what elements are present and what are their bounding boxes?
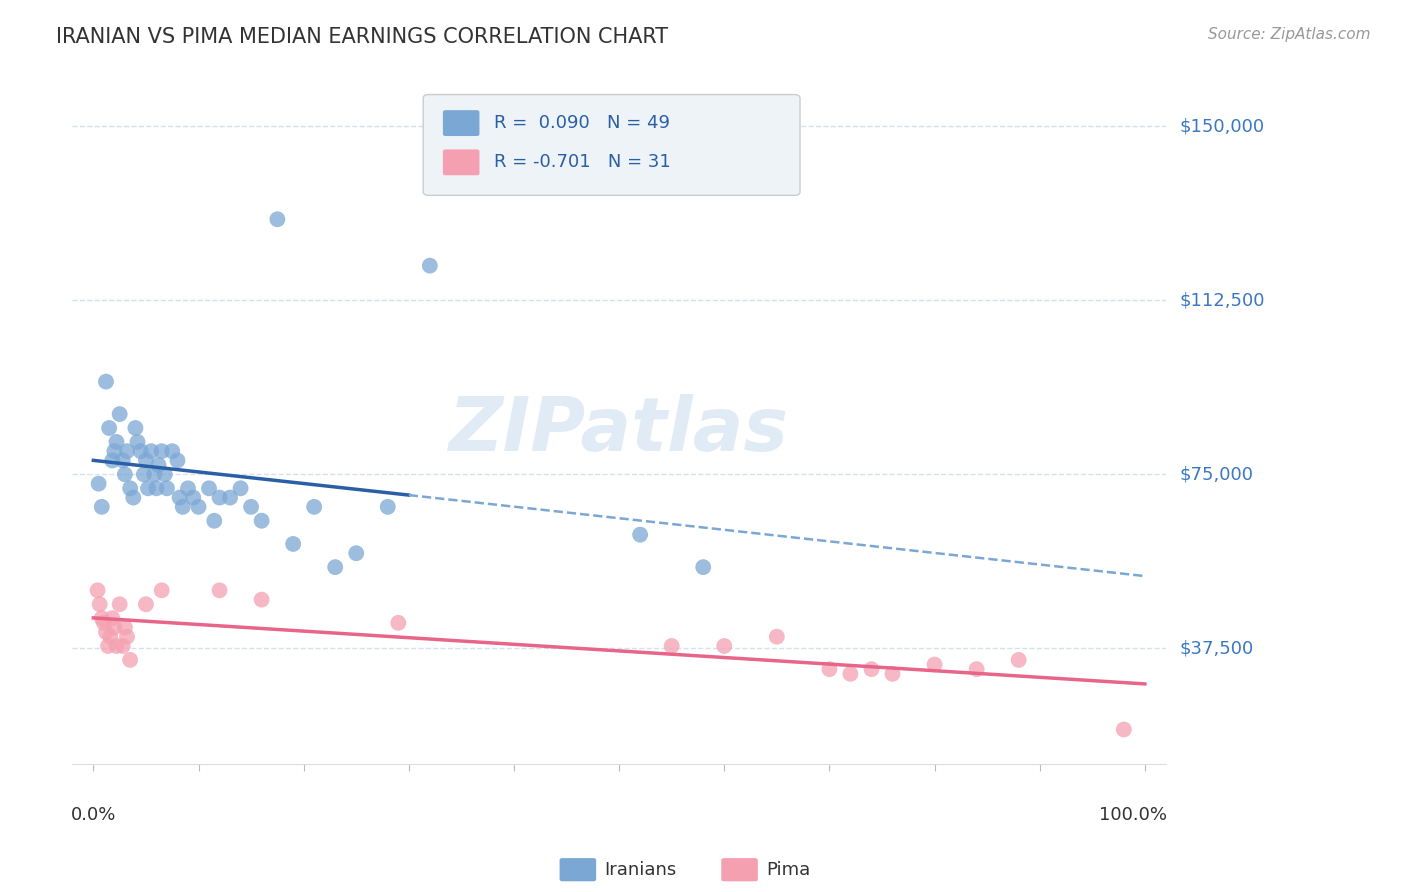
Point	[302, 500, 325, 514]
Text: Pima: Pima	[766, 861, 810, 879]
Point	[135, 597, 157, 611]
Point	[860, 662, 883, 676]
Point	[93, 615, 115, 630]
Text: $150,000: $150,000	[1180, 118, 1264, 136]
Text: 100.0%: 100.0%	[1099, 806, 1167, 824]
Point	[160, 444, 183, 458]
Point	[124, 421, 146, 435]
Point	[153, 467, 176, 482]
Point	[661, 639, 683, 653]
Point	[150, 444, 173, 458]
Point	[122, 491, 145, 505]
Point	[86, 583, 108, 598]
Point	[177, 481, 200, 495]
Point	[111, 639, 134, 653]
Point	[111, 453, 134, 467]
Text: R =  0.090   N = 49: R = 0.090 N = 49	[494, 114, 669, 132]
Point	[172, 500, 194, 514]
Point	[281, 537, 304, 551]
Point	[108, 597, 131, 611]
Text: $75,000: $75,000	[1180, 466, 1253, 483]
Point	[766, 630, 789, 644]
Point	[115, 630, 138, 644]
Point	[156, 481, 179, 495]
Point	[141, 444, 163, 458]
Point	[105, 639, 128, 653]
Point	[628, 527, 651, 541]
Point	[115, 444, 138, 458]
Point	[150, 583, 173, 598]
Point	[839, 666, 862, 681]
Point	[266, 212, 288, 227]
Point	[818, 662, 841, 676]
Point	[103, 620, 125, 634]
Point	[87, 476, 110, 491]
Point	[198, 481, 221, 495]
Point	[136, 481, 159, 495]
Point	[692, 560, 714, 574]
Point	[98, 421, 121, 435]
Point	[129, 444, 152, 458]
Point	[101, 453, 124, 467]
Point	[882, 666, 904, 681]
Point	[89, 597, 111, 611]
Point	[97, 639, 120, 653]
Point	[250, 592, 273, 607]
Point	[169, 491, 191, 505]
Point	[98, 630, 121, 644]
Point	[145, 481, 167, 495]
Point	[166, 453, 188, 467]
Point	[208, 583, 231, 598]
Point	[202, 514, 225, 528]
Point	[103, 444, 125, 458]
Point	[120, 653, 142, 667]
Point	[94, 375, 117, 389]
Point	[240, 500, 263, 514]
Point	[1112, 723, 1135, 737]
Text: R = -0.701   N = 31: R = -0.701 N = 31	[494, 153, 671, 171]
Point	[135, 453, 157, 467]
Point	[323, 560, 346, 574]
Text: $37,500: $37,500	[1180, 640, 1253, 657]
Point	[208, 491, 231, 505]
Point	[127, 434, 149, 449]
Point	[181, 491, 204, 505]
Text: IRANIAN VS PIMA MEDIAN EARNINGS CORRELATION CHART: IRANIAN VS PIMA MEDIAN EARNINGS CORRELAT…	[56, 27, 668, 46]
Point	[90, 611, 112, 625]
Point	[377, 500, 399, 514]
Point	[219, 491, 242, 505]
Point	[94, 625, 117, 640]
Point	[108, 407, 131, 421]
Point	[419, 259, 441, 273]
Point	[1008, 653, 1031, 667]
Point	[966, 662, 988, 676]
Point	[387, 615, 409, 630]
Text: ZIPatlas: ZIPatlas	[449, 393, 789, 467]
Point	[344, 546, 367, 560]
Point	[105, 434, 128, 449]
Point	[229, 481, 252, 495]
Text: Iranians: Iranians	[605, 861, 676, 879]
Point	[114, 620, 136, 634]
Point	[713, 639, 735, 653]
Text: 0.0%: 0.0%	[72, 806, 117, 824]
Point	[101, 611, 124, 625]
Point	[120, 481, 142, 495]
Point	[187, 500, 209, 514]
Text: Source: ZipAtlas.com: Source: ZipAtlas.com	[1208, 27, 1371, 42]
Point	[250, 514, 273, 528]
Point	[924, 657, 946, 672]
Point	[143, 467, 166, 482]
Text: $112,500: $112,500	[1180, 292, 1264, 310]
Point	[90, 500, 112, 514]
Point	[132, 467, 155, 482]
Point	[148, 458, 170, 472]
Point	[114, 467, 136, 482]
